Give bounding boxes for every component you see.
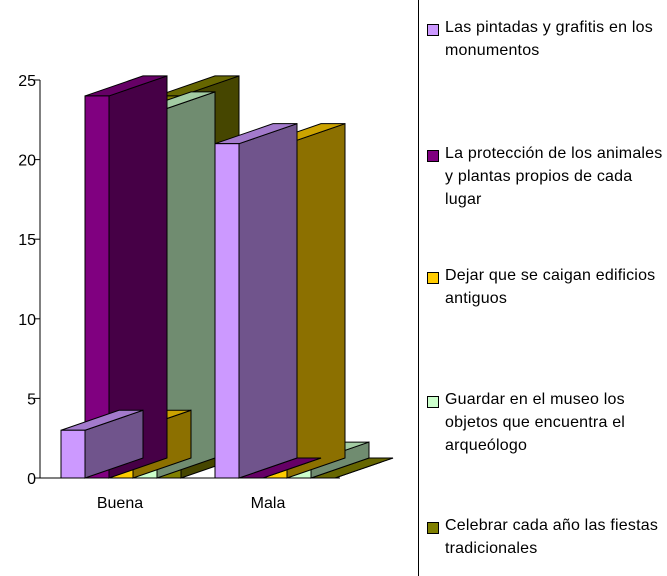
bar-chart: 0 5 10 15 20 25 Buena Mala <box>18 73 394 512</box>
y-tick-label: 25 <box>18 73 36 90</box>
legend-label-4: Guardar en el museo los objetos que encu… <box>445 391 626 454</box>
bar-front <box>214 143 240 479</box>
x-category-label: Buena <box>97 495 143 512</box>
bar-side <box>238 122 298 479</box>
legend-entry-2: La protección de los animales y plantas … <box>427 145 663 211</box>
legend-entry-1: Las pintadas y grafitis en los monumento… <box>427 19 663 62</box>
legend-entry-5: Celebrar cada año las fiestas tradiciona… <box>427 517 663 560</box>
chart-labels: 0 5 10 15 20 25 Buena Mala <box>18 73 285 512</box>
y-tick-label: 10 <box>18 312 36 329</box>
y-tick-label: 5 <box>27 391 36 408</box>
legend-swatch-4 <box>427 396 439 408</box>
legend-label-3: Dejar que se caigan edificios antiguos <box>445 267 656 307</box>
legend-swatch-3 <box>427 272 439 284</box>
chart-legend: Las pintadas y grafitis en los monumento… <box>418 0 667 576</box>
legend-label-2: La protección de los animales y plantas … <box>445 145 663 208</box>
legend-swatch-1 <box>427 24 439 36</box>
y-tick-label: 0 <box>27 471 36 488</box>
legend-label-1: Las pintadas y grafitis en los monumento… <box>445 19 653 59</box>
legend-entry-3: Dejar que se caigan edificios antiguos <box>427 267 663 310</box>
legend-swatch-2 <box>427 150 439 162</box>
x-category-label: Mala <box>251 495 286 512</box>
legend-label-5: Celebrar cada año las fiestas tradiciona… <box>445 517 659 557</box>
y-tick-label: 15 <box>18 232 36 249</box>
bar-front <box>84 95 110 479</box>
y-tick-label: 20 <box>18 153 36 170</box>
chart-bars <box>60 75 394 479</box>
legend-swatch-5 <box>427 522 439 534</box>
bar-front <box>60 429 86 479</box>
legend-entry-4: Guardar en el museo los objetos que encu… <box>427 391 663 457</box>
